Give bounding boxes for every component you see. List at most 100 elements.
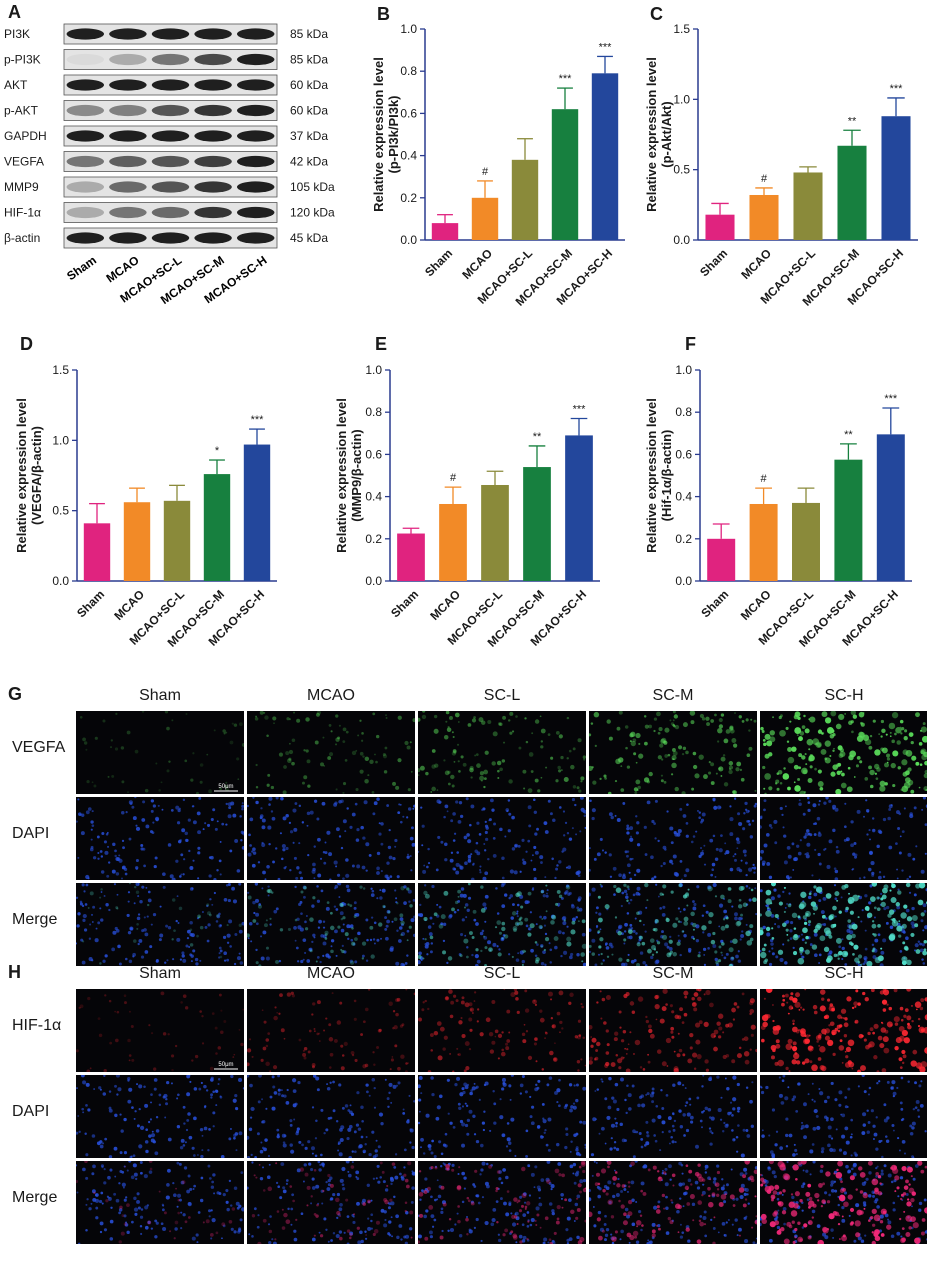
significance-mark: * bbox=[215, 445, 220, 457]
micrograph-column-label: Sham bbox=[139, 965, 181, 982]
micrograph-column-label: SC-H bbox=[824, 687, 864, 704]
micrograph-column-label: MCAO bbox=[307, 687, 355, 704]
micrograph-row-label: Merge bbox=[12, 911, 58, 928]
blot-band bbox=[66, 181, 105, 193]
micrograph-cell bbox=[418, 883, 586, 966]
blot-band bbox=[66, 79, 105, 91]
micrograph-cell bbox=[760, 1161, 927, 1244]
y-tick-label: 0.6 bbox=[675, 447, 692, 461]
blot-band bbox=[194, 206, 232, 219]
bar bbox=[591, 73, 619, 240]
micrograph-cell bbox=[247, 989, 415, 1072]
significance-mark: # bbox=[761, 473, 768, 485]
blot-band bbox=[109, 130, 147, 142]
bar bbox=[749, 503, 778, 581]
blot-band bbox=[151, 181, 190, 193]
micrograph-cell bbox=[589, 1161, 757, 1244]
blot-row-label: VEGFA bbox=[4, 155, 44, 169]
bar bbox=[793, 172, 823, 240]
chart-p-pi3k: B 0.0 0.2 0.4 0.6 0.8 1.0 Relative expression l… bbox=[371, 4, 625, 309]
bar bbox=[551, 109, 579, 241]
y-tick-label: 0.5 bbox=[673, 163, 690, 177]
micrograph-cell bbox=[76, 1075, 244, 1158]
significance-mark: *** bbox=[884, 393, 898, 405]
significance-mark: *** bbox=[559, 73, 573, 85]
panel-label: D bbox=[20, 334, 33, 354]
chart-p-akt: C 0.0 0.5 1.0 1.5 Relative expression level(p… bbox=[644, 4, 918, 309]
blot-kda-label: 120 kDa bbox=[290, 206, 335, 220]
blot-band bbox=[109, 206, 147, 219]
blot-row-label: p-AKT bbox=[4, 104, 39, 118]
blot-band bbox=[109, 104, 147, 117]
blot-row-label: β-actin bbox=[4, 231, 40, 245]
x-tick-label: MCAO bbox=[427, 587, 463, 623]
micrograph-row-label: HIF-1α bbox=[12, 1017, 62, 1034]
y-tick-label: 0.2 bbox=[365, 532, 382, 546]
blot-band bbox=[194, 130, 232, 142]
micrograph-cell: 50μm bbox=[76, 711, 244, 794]
micrograph-cell bbox=[589, 797, 757, 880]
significance-mark: *** bbox=[599, 41, 613, 53]
blot-band bbox=[194, 232, 232, 244]
blot-band bbox=[194, 181, 232, 193]
bar bbox=[481, 484, 509, 581]
micrograph-cell bbox=[418, 1161, 586, 1244]
micrograph-cell bbox=[247, 883, 415, 966]
y-tick-label: 0.0 bbox=[365, 574, 382, 588]
blot-kda-label: 60 kDa bbox=[290, 104, 328, 118]
blot-row-label: p-PI3K bbox=[4, 53, 41, 67]
micrograph-row-label: Merge bbox=[12, 1189, 58, 1206]
micrograph-cell bbox=[247, 1075, 415, 1158]
y-tick-label: 0.4 bbox=[365, 490, 382, 504]
blot-band bbox=[66, 155, 105, 168]
bar bbox=[203, 474, 231, 581]
blot-band bbox=[151, 130, 190, 142]
micrograph-cell bbox=[76, 883, 244, 966]
bar bbox=[397, 533, 425, 581]
y-tick-label: 0.4 bbox=[400, 149, 417, 163]
micrograph-row-label: DAPI bbox=[12, 1103, 50, 1120]
blot-band bbox=[194, 104, 232, 117]
blot-kda-label: 85 kDa bbox=[290, 53, 328, 67]
bar bbox=[876, 434, 905, 581]
x-tick-label: MCAO bbox=[738, 246, 774, 282]
blot-band bbox=[236, 104, 275, 117]
chart-vegfa: D 0.0 0.5 1.0 1.5 Relative expression level(V… bbox=[14, 334, 277, 650]
blot-band bbox=[66, 232, 105, 244]
x-tick-label: Sham bbox=[697, 246, 730, 279]
bar bbox=[834, 459, 863, 581]
micrograph-column-label: SC-H bbox=[824, 965, 864, 982]
blot-band bbox=[66, 53, 105, 66]
significance-mark: ** bbox=[533, 431, 542, 443]
bar bbox=[431, 223, 459, 240]
blot-kda-label: 42 kDa bbox=[290, 155, 328, 169]
x-tick-label: Sham bbox=[422, 246, 455, 279]
blot-band bbox=[151, 206, 190, 219]
chart-hif1a: F 0.0 0.2 0.4 0.6 0.8 1.0 Relative expression l… bbox=[644, 334, 912, 650]
blot-band bbox=[236, 53, 275, 66]
y-tick-label: 0.8 bbox=[365, 405, 382, 419]
micrograph-cell bbox=[418, 797, 586, 880]
x-tick-label: MCAO bbox=[111, 587, 147, 623]
bar bbox=[83, 523, 111, 581]
y-tick-label: 0.0 bbox=[52, 574, 69, 588]
y-axis-label: Relative expression level(p-PI3k/PI3k) bbox=[371, 57, 401, 212]
y-tick-label: 0.2 bbox=[400, 191, 417, 205]
y-axis-label: Relative expression level(p-Akt/Akt) bbox=[644, 57, 674, 212]
blot-band bbox=[66, 104, 105, 117]
bar bbox=[837, 145, 867, 240]
bar bbox=[565, 435, 593, 581]
blot-band bbox=[151, 79, 190, 91]
blot-band bbox=[236, 206, 275, 219]
blot-kda-label: 85 kDa bbox=[290, 27, 328, 41]
blot-kda-label: 37 kDa bbox=[290, 129, 328, 143]
y-tick-label: 0.5 bbox=[52, 504, 69, 518]
bar bbox=[163, 500, 191, 581]
y-tick-label: 1.0 bbox=[365, 363, 382, 377]
significance-mark: ** bbox=[848, 115, 857, 127]
x-tick-label: Sham bbox=[74, 587, 107, 620]
blot-band bbox=[151, 28, 190, 40]
micrograph-cell bbox=[418, 1075, 586, 1158]
blot-band bbox=[194, 79, 232, 91]
y-tick-label: 0.6 bbox=[400, 106, 417, 120]
